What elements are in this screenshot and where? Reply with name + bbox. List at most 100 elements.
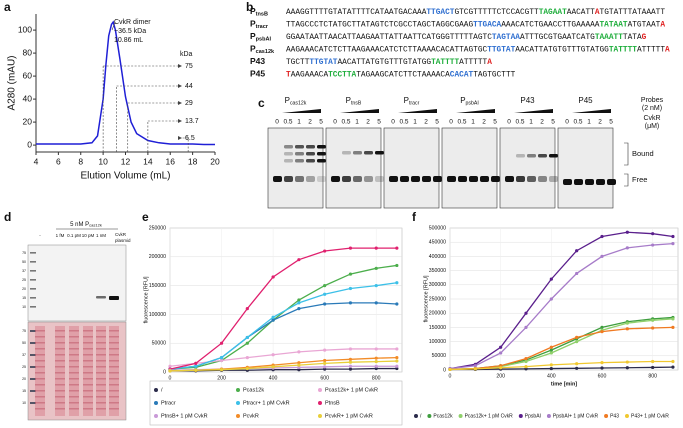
- data-point: [219, 341, 224, 345]
- data-point: [625, 366, 629, 370]
- sequence-segment: TATTTT: [431, 59, 459, 67]
- annotation: 10.86 mL: [114, 37, 143, 44]
- stain-band: [96, 348, 106, 350]
- data-point: [600, 330, 604, 334]
- data-point: [323, 365, 327, 369]
- data-point: [395, 359, 399, 363]
- free-label: Free: [632, 175, 647, 184]
- stain-band: [35, 396, 45, 398]
- data-point: [448, 367, 452, 372]
- data-point: [473, 364, 477, 368]
- legend-marker: [624, 414, 629, 418]
- lane-label: 1: [413, 119, 417, 126]
- legend-label: Pcas12k: [433, 413, 453, 419]
- gel-group-label: PpsbAI: [460, 96, 479, 107]
- annotation-leader: [111, 21, 116, 31]
- y-tick-label: 300000: [429, 282, 446, 288]
- blot-band: [96, 296, 106, 299]
- lane-label: 0.5: [515, 119, 524, 126]
- free-band: [411, 176, 420, 182]
- gel-group-label-main: P: [285, 96, 290, 105]
- blot-top: [27, 244, 127, 322]
- stain-lane: [35, 326, 45, 416]
- ladder-label: 75: [22, 251, 26, 255]
- lane-label: 2: [366, 119, 370, 126]
- stain-band: [69, 372, 79, 374]
- legend-label: /: [161, 387, 163, 393]
- sequence-segment: A: [665, 47, 670, 55]
- stain-band: [109, 348, 119, 350]
- ladder-label: 37: [22, 269, 26, 273]
- y-tick-label: 40: [23, 93, 33, 103]
- concentration-wedge: [282, 109, 321, 113]
- data-point: [219, 356, 224, 360]
- sequence-segment: ATGTAAT: [628, 22, 661, 30]
- sequence-segment: ATTTGCGTGAATCATG: [520, 34, 595, 42]
- legend-marker: [546, 414, 551, 418]
- sequence-segment: TAGAAGCATCTTCTAAAACA: [356, 72, 450, 80]
- ladder-label: 20: [22, 377, 26, 381]
- x-tick-label: 800: [372, 375, 381, 381]
- sequence-segment: TTGACA: [473, 22, 501, 30]
- stain-band: [55, 402, 65, 404]
- free-band: [480, 176, 489, 182]
- free-band: [527, 176, 536, 182]
- data-point: [271, 353, 275, 357]
- data-point: [651, 318, 655, 322]
- data-point: [297, 307, 301, 311]
- x-tick-label: 400: [547, 373, 556, 379]
- probes-label: Probes: [641, 97, 664, 104]
- concentration-wedge: [572, 109, 611, 113]
- legend-label: P43+ 1 pM CvkR: [631, 413, 669, 419]
- stain-band: [55, 354, 65, 356]
- data-point: [323, 249, 327, 253]
- free-band: [353, 176, 362, 182]
- ladder-label: 25: [22, 278, 26, 282]
- data-point: [245, 307, 249, 311]
- y-tick-label: 100000: [149, 312, 166, 318]
- gel-lane-panel: [383, 127, 440, 209]
- lane-label: 0.5: [573, 119, 582, 126]
- data-point: [297, 350, 301, 354]
- standard-label: 13.7: [185, 118, 199, 125]
- y-tick-label: 100000: [429, 339, 446, 345]
- sequence-label: PpsbAI: [250, 31, 271, 43]
- stain-band: [96, 402, 106, 404]
- legend-marker: [604, 414, 609, 418]
- sequence-label-sub: psbAI: [256, 37, 272, 43]
- legend-marker: [318, 388, 322, 392]
- data-point: [395, 356, 399, 360]
- lane-label: 1: [297, 119, 301, 126]
- sequence-label-main: P: [250, 44, 256, 54]
- stain-band: [109, 354, 119, 356]
- ladder-label: 50: [22, 341, 26, 345]
- free-band: [538, 176, 547, 182]
- data-point: [625, 321, 629, 325]
- stain-band: [83, 330, 93, 332]
- panel-letter: f: [412, 210, 417, 224]
- data-point: [374, 266, 378, 270]
- sequence-segment: TGTATTTATAAATT: [600, 9, 666, 17]
- sequence-segment: A: [660, 22, 665, 30]
- lane-label: 1: [471, 119, 475, 126]
- data-point: [374, 284, 378, 288]
- ladder-label: 10: [22, 305, 26, 309]
- data-point: [575, 335, 579, 339]
- arrow-head: [178, 101, 182, 105]
- sequence-label: P43: [250, 56, 265, 66]
- bound-band: [538, 154, 547, 158]
- sequence: TTAGCCCTCTATGCTTATAGTCTCGCCTAGCTAGGCGAAG…: [286, 22, 665, 30]
- legend-label: PpsbAI+ 1 pM CvkR: [553, 413, 599, 419]
- stain-band: [55, 342, 65, 344]
- cvkr-unit: (μM): [645, 123, 660, 130]
- sequence-label-main: P: [250, 31, 256, 41]
- stain-band: [96, 342, 106, 344]
- stain-band: [96, 366, 106, 368]
- data-point: [600, 254, 604, 258]
- data-point: [348, 347, 353, 351]
- ladder-band: [30, 306, 36, 308]
- data-point: [671, 242, 675, 246]
- stain-band: [109, 342, 119, 344]
- concentration-wedge: [514, 109, 553, 113]
- lane-label: 2: [540, 119, 544, 126]
